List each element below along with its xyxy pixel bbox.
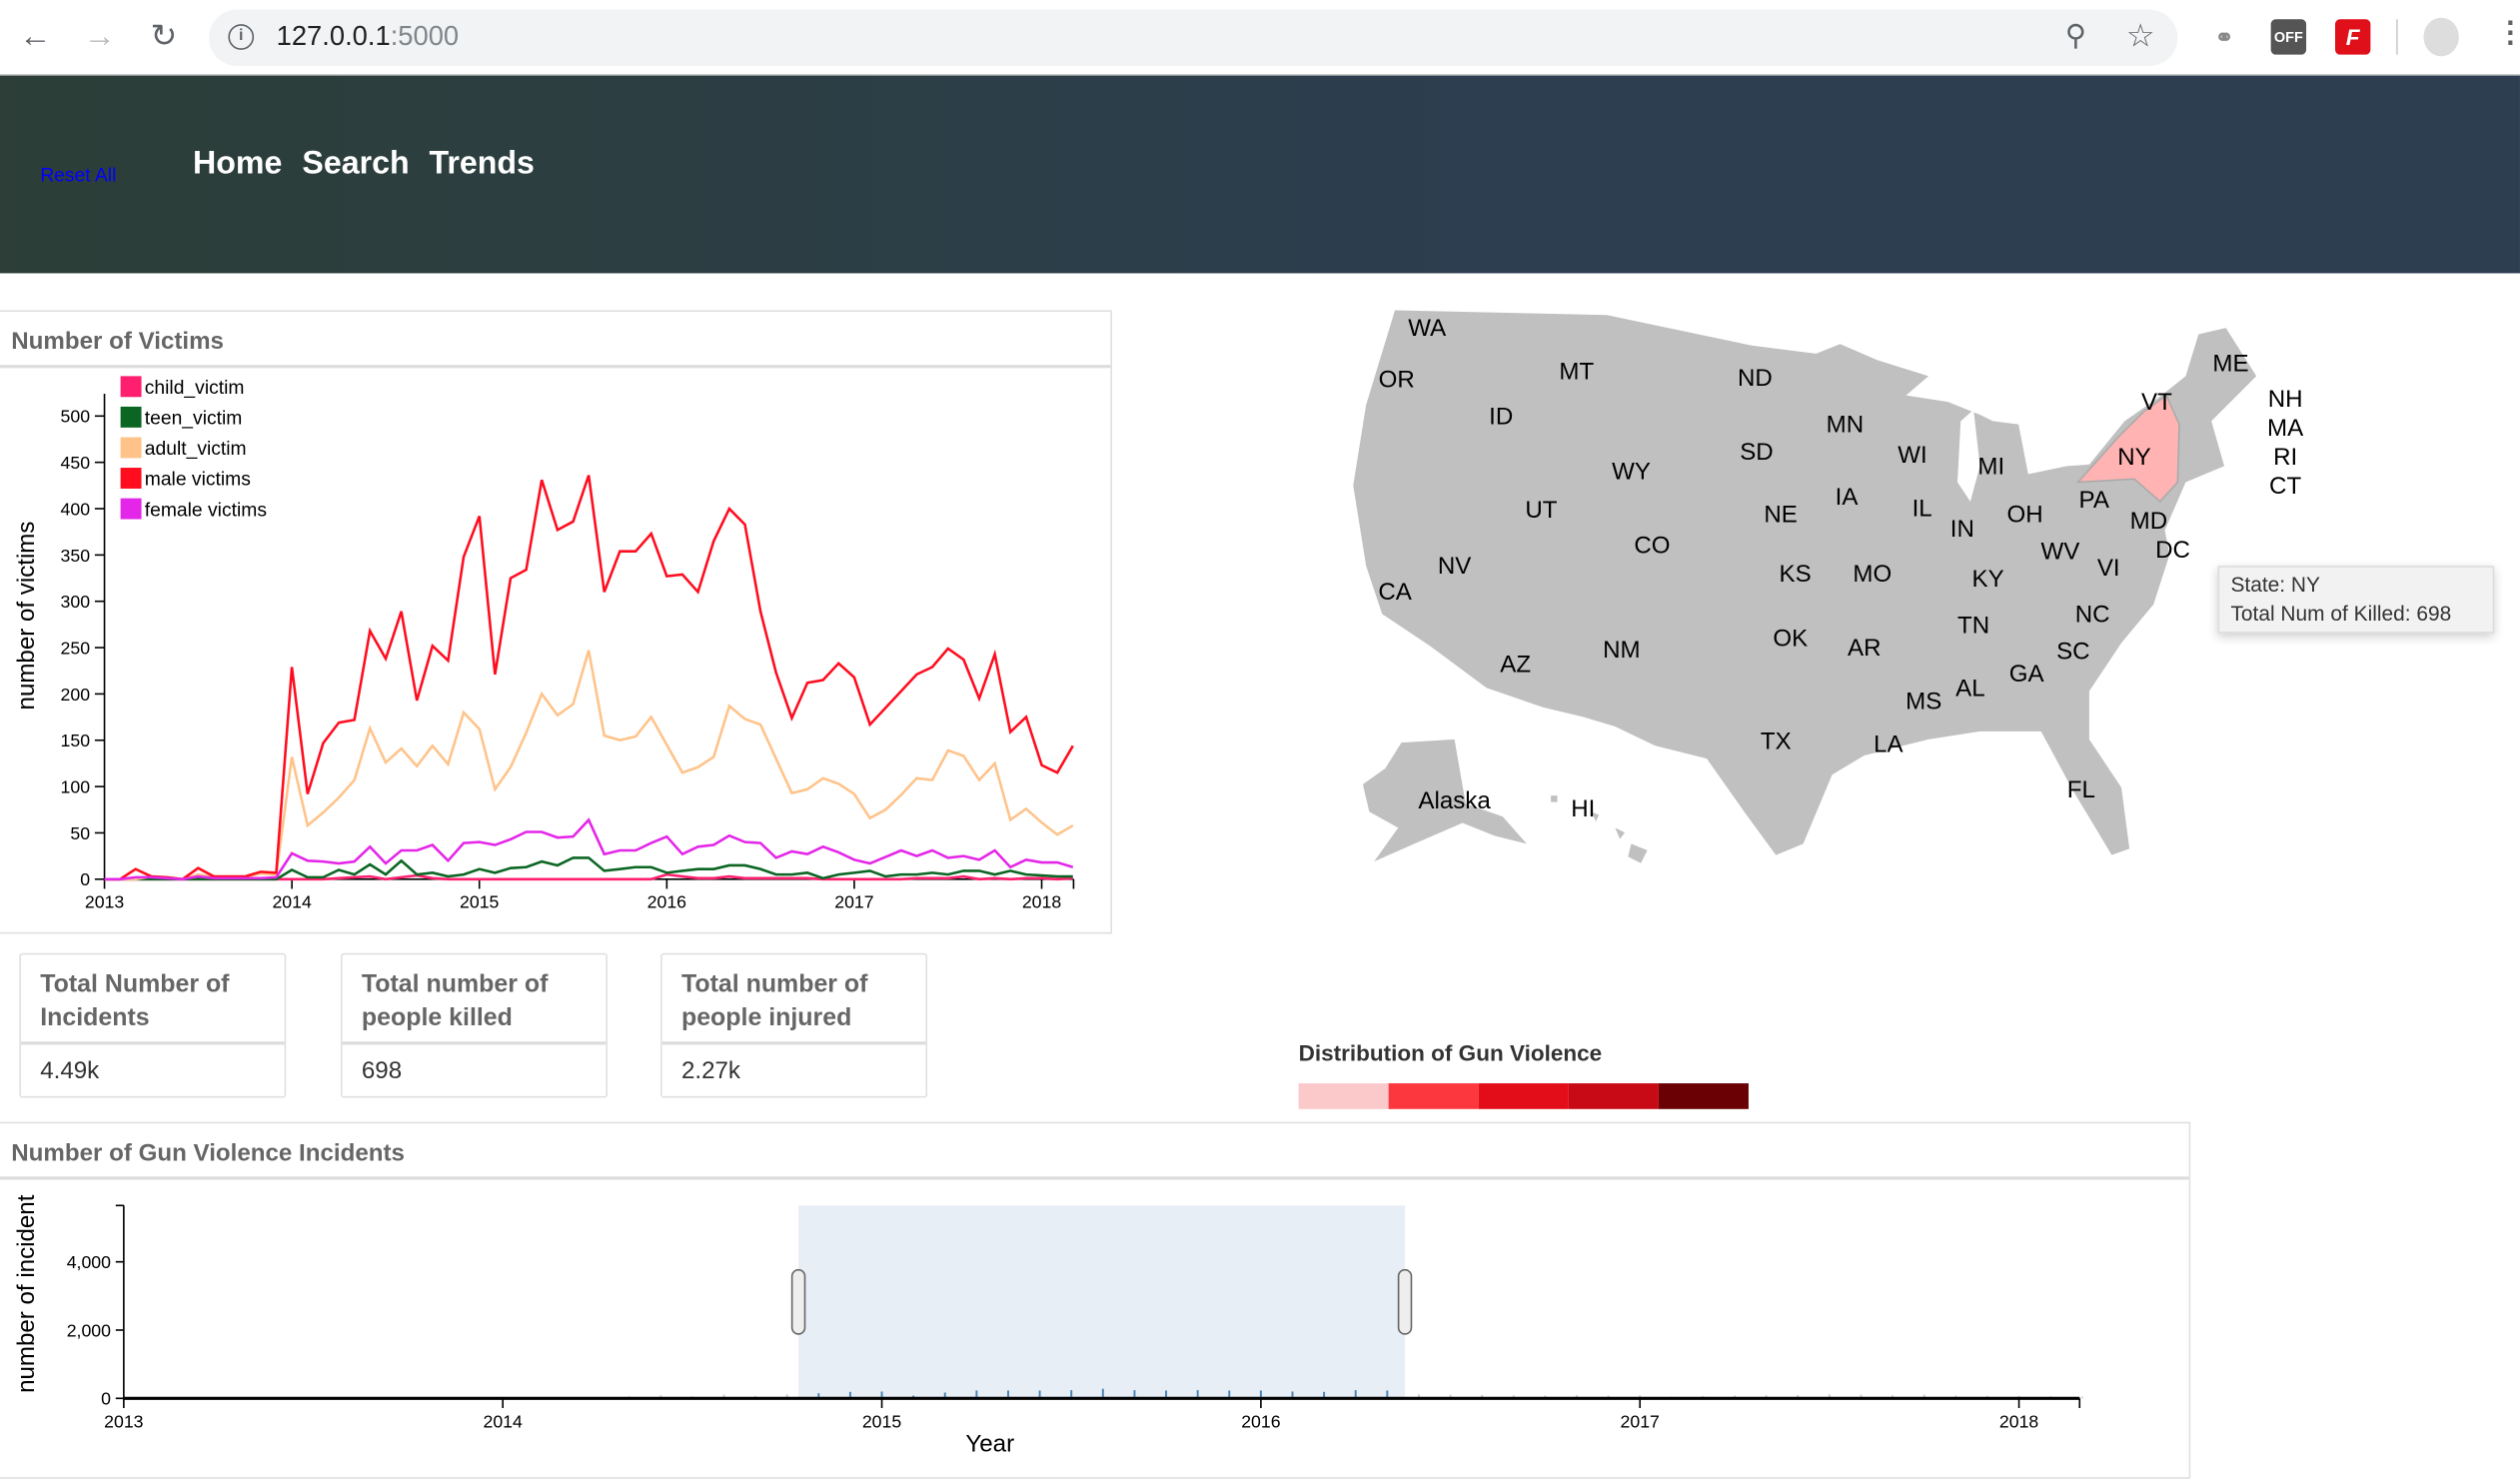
state-label-mi: MI (1977, 453, 2004, 480)
state-label-ky: KY (1972, 566, 2004, 593)
brush-handle-right[interactable] (1399, 1270, 1412, 1334)
state-label-tx: TX (1761, 729, 1792, 755)
state-label-ca: CA (1378, 579, 1412, 606)
stat-value: 698 (362, 1057, 402, 1084)
state-label-mn: MN (1827, 412, 1865, 439)
state-label-sd: SD (1740, 439, 1774, 466)
y-tick-label: 2,000 (67, 1320, 111, 1340)
x-tick-label: 2017 (1621, 1411, 1660, 1431)
state-label-vt: VT (2141, 389, 2172, 416)
state-label-dc: DC (2155, 537, 2190, 564)
state-label-or: OR (1379, 367, 1415, 394)
state-label-nc: NC (2075, 601, 2110, 628)
stat-card-injured: Total number of people injured 2.27k (660, 953, 927, 1098)
map-tooltip: State: NY Total Num of Killed: 698 (2218, 566, 2495, 634)
state-label-sc: SC (2056, 638, 2090, 665)
state-label-nm: NM (1603, 637, 1641, 664)
state-label-ny: NY (2117, 444, 2151, 471)
y-tick-label: 0 (101, 1389, 111, 1409)
state-label-nh: NH (2268, 386, 2303, 413)
state-label-ia: IA (1836, 484, 1860, 511)
state-label-wy: WY (1612, 458, 1651, 485)
state-label-nv: NV (1438, 553, 1472, 580)
state-label-alaska: Alaska (1418, 787, 1491, 814)
state-label-md: MD (2130, 508, 2168, 535)
stat-label: Total Number of Incidents (40, 967, 281, 1035)
state-label-az: AZ (1500, 651, 1531, 678)
state-label-ga: GA (2009, 661, 2045, 688)
state-label-al: AL (1955, 675, 1985, 702)
state-label-vi: VI (2097, 555, 2120, 582)
state-label-la: LA (1874, 732, 1903, 758)
incident-bar (2081, 1397, 2083, 1399)
x-tick-label: 2016 (1241, 1411, 1281, 1431)
brush-handle-left[interactable] (792, 1270, 805, 1334)
state-label-hi: HI (1571, 795, 1595, 822)
state-label-il: IL (1912, 495, 1932, 522)
state-label-ri: RI (2273, 444, 2297, 471)
state-label-tn: TN (1957, 613, 1989, 640)
stat-label: Total number of people injured (681, 967, 922, 1035)
state-label-pa: PA (2079, 487, 2110, 514)
state-label-ar: AR (1848, 635, 1882, 662)
distribution-swatch-4 (1659, 1083, 1749, 1109)
distribution-title: Distribution of Gun Violence (1299, 1040, 1603, 1066)
state-label-mo: MO (1853, 561, 1891, 588)
state-label-ct: CT (2269, 473, 2301, 500)
stat-label: Total number of people killed (362, 967, 603, 1035)
tooltip-state: State: NY (2230, 571, 2481, 600)
state-label-nd: ND (1738, 365, 1773, 392)
state-label-wv: WV (2041, 539, 2080, 566)
state-label-id: ID (1489, 404, 1513, 431)
map-hawaii[interactable] (1551, 795, 1648, 863)
stat-card-incidents: Total Number of Incidents 4.49k (19, 953, 286, 1098)
distribution-color-scale (1299, 1083, 1749, 1109)
state-label-ks: KS (1779, 561, 1811, 588)
state-label-ma: MA (2267, 415, 2304, 442)
x-tick-label: 2018 (1999, 1411, 2039, 1431)
tooltip-killed: Total Num of Killed: 698 (2230, 600, 2481, 629)
state-label-me: ME (2212, 351, 2248, 378)
y-axis-label: number of incident (13, 1194, 40, 1393)
state-label-co: CO (1634, 532, 1670, 559)
state-label-mt: MT (1559, 359, 1594, 386)
state-label-oh: OH (2006, 502, 2042, 529)
state-label-ok: OK (1773, 626, 1808, 653)
stat-value: 4.49k (40, 1057, 99, 1084)
us-map: WA OR MT ID ND MN SD WY WI MI UT NE IA IL IN OH PA CO NV CA… (0, 0, 2520, 900)
state-label-in: IN (1950, 516, 1974, 543)
stat-card-killed: Total number of people killed 698 (341, 953, 608, 1098)
stat-value: 2.27k (681, 1057, 740, 1084)
brush-selection[interactable] (798, 1205, 1405, 1398)
incidents-bar-chart[interactable]: 0 2,000 4,000 2013 2014 2015 2016 2017 2018 Year n… (0, 1178, 2189, 1455)
distribution-swatch-2 (1479, 1083, 1569, 1109)
state-label-ne: NE (1764, 502, 1798, 529)
distribution-swatch-1 (1389, 1083, 1479, 1109)
y-tick-label: 4,000 (67, 1252, 111, 1272)
state-label-ut: UT (1525, 497, 1557, 524)
x-axis-label: Year (965, 1430, 1014, 1454)
state-label-wi: WI (1897, 442, 1926, 469)
x-tick-label: 2015 (862, 1411, 902, 1431)
distribution-swatch-0 (1299, 1083, 1389, 1109)
x-tick-label: 2014 (484, 1411, 524, 1431)
x-tick-label: 2013 (104, 1411, 144, 1431)
distribution-swatch-3 (1569, 1083, 1659, 1109)
state-label-ms: MS (1905, 688, 1941, 715)
state-label-wa: WA (1408, 315, 1447, 342)
incidents-panel-title: Number of Gun Violence Incidents (11, 1139, 405, 1166)
state-label-fl: FL (2067, 776, 2095, 803)
